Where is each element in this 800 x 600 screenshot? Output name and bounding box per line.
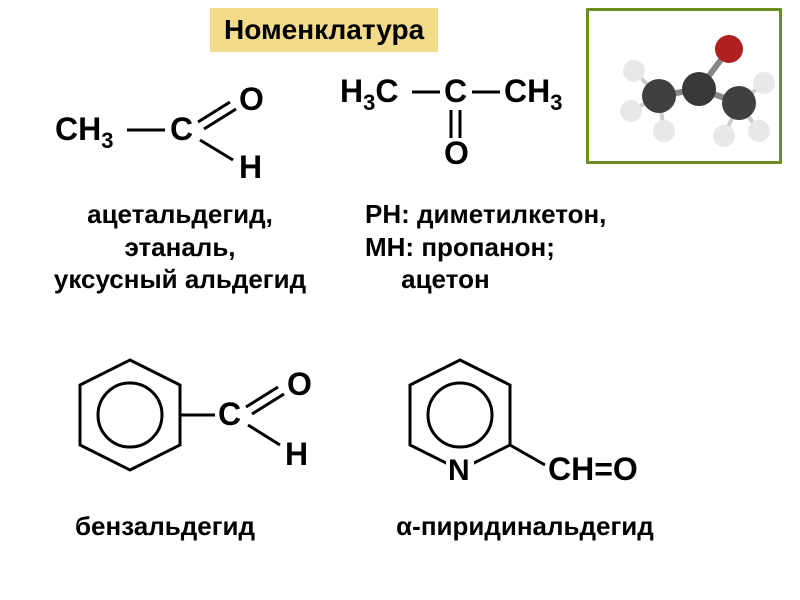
pyridine-name: α-пиридинальдегид — [345, 510, 705, 543]
svg-text:C: C — [444, 73, 467, 109]
benzaldehyde-structure: C O H — [60, 330, 340, 500]
svg-text:O: O — [239, 81, 264, 117]
acetone-names: РН: диметилкетон, МН: пропанон; ацетон — [365, 198, 705, 296]
svg-text:N: N — [448, 454, 470, 487]
benzaldehyde-name: бензальдегид — [30, 510, 300, 543]
svg-text:O: O — [444, 135, 469, 171]
svg-text:O: O — [287, 366, 312, 402]
page-title: Номенклатура — [210, 8, 438, 52]
acetone-structure: H3C C CH3 O — [340, 62, 600, 172]
acetaldehyde-names: ацетальдегид, этаналь, уксусный альдегид — [20, 198, 340, 296]
svg-text:CH3: CH3 — [504, 73, 562, 115]
svg-text:H: H — [239, 149, 262, 185]
svg-text:H: H — [285, 436, 308, 472]
pyridine-structure: N CH=O — [390, 330, 710, 500]
svg-text:CH3: CH3 — [55, 111, 113, 153]
svg-text:H3C: H3C — [340, 73, 398, 115]
svg-text:C: C — [218, 396, 241, 432]
acetaldehyde-structure: CH3 C O H — [55, 80, 315, 190]
acetone-3d-svg — [589, 11, 779, 161]
molecule-3d-model — [586, 8, 782, 164]
svg-text:C: C — [170, 111, 193, 147]
svg-text:CH=O: CH=O — [548, 451, 638, 487]
